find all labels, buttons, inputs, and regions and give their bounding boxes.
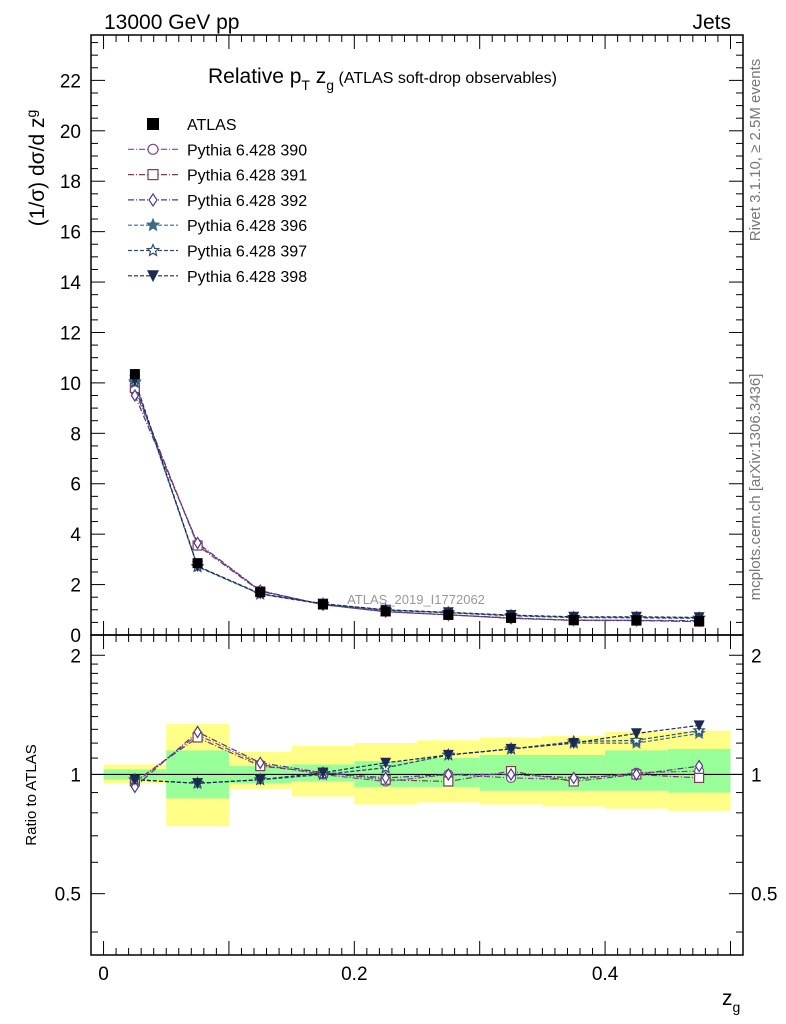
header-energy: 13000 GeV pp: [104, 11, 239, 34]
y-tick-label: 22: [60, 71, 81, 92]
legend-marker: [145, 217, 161, 232]
data-point: [443, 609, 454, 620]
series-point: [442, 749, 454, 761]
ratio-tick-label-right: 0.5: [751, 885, 777, 906]
y-tick-label: 10: [60, 374, 81, 395]
x-tick-label: 0.4: [592, 964, 619, 985]
data-point: [192, 558, 203, 569]
series-point: [256, 756, 265, 770]
series-point: [317, 767, 329, 779]
legend-marker: [147, 270, 159, 283]
series-point: [693, 720, 705, 732]
y-tick-label: 4: [70, 525, 81, 546]
data-point: [255, 587, 266, 598]
series-point: [505, 743, 517, 755]
legend-label-data: ATLAS: [187, 117, 237, 134]
series-point: [632, 767, 641, 782]
data-point: [129, 369, 140, 380]
series-point: [130, 388, 140, 403]
y-tick-label: 14: [60, 273, 82, 294]
ratio-tick-label-right: 1: [751, 765, 762, 786]
legend-marker: [145, 242, 161, 257]
series-line-main: [134, 395, 700, 622]
ratio-tick-label: 0.5: [55, 885, 81, 906]
series-point: [380, 757, 392, 769]
legend-label: Pythia 6.428 391: [187, 168, 307, 185]
data-point: [568, 614, 579, 625]
mc-series-lines: [134, 380, 700, 788]
legend-label: Pythia 6.428 396: [187, 218, 307, 235]
series-point: [129, 774, 141, 786]
ratio-tick-label: 1: [70, 765, 81, 786]
legend: ATLAS Pythia 6.428 390 Pythia 6.428 391 Pyt…: [128, 117, 307, 286]
header-category: Jets: [692, 11, 731, 34]
ratio-tick-label: 2: [70, 646, 81, 667]
series-point: [444, 767, 453, 782]
series-line-main: [134, 381, 700, 619]
x-axis-label: zg: [722, 987, 740, 1015]
series-point: [569, 771, 578, 785]
series-point: [694, 759, 704, 773]
chart-title: Relative pT zg (ATLAS soft-drop observab…: [208, 65, 557, 93]
series-line-main: [134, 390, 700, 623]
series-line-main: [134, 380, 700, 618]
series-line-main: [134, 387, 700, 623]
series-markers: [128, 369, 706, 794]
series-point: [630, 728, 642, 740]
y-axis-label: (1/σ) dσ/d zg: [23, 110, 49, 227]
series-line-main: [134, 382, 700, 620]
mcplots-reference-label: mcplots.cern.ch [arXiv:1306.3436]: [747, 374, 764, 601]
y-tick-label: 6: [70, 475, 81, 496]
y-tick-label: 12: [60, 323, 81, 344]
data-point: [380, 606, 391, 617]
ratio-y-axis-label: Ratio to ATLAS: [23, 744, 40, 845]
y-tick-label: 0: [70, 626, 81, 647]
y-tick-label: 16: [60, 223, 81, 244]
series-line-ratio: [134, 730, 700, 784]
legend-label: Pythia 6.428 397: [187, 244, 307, 261]
series-point: [506, 767, 516, 782]
series-point: [130, 780, 140, 794]
series-point: [193, 725, 202, 739]
y-tick-label: 18: [60, 172, 81, 193]
legend-marker: [147, 143, 159, 155]
data-point: [694, 616, 705, 627]
rivet-version-label: Rivet 3.1.10, ≥ 2.5M events: [747, 59, 764, 242]
legend-label: Pythia 6.428 398: [187, 269, 307, 286]
legend-label: Pythia 6.428 392: [187, 193, 307, 210]
data-point: [317, 599, 328, 610]
y-tick-label: 20: [60, 122, 81, 143]
series-point: [694, 772, 705, 784]
series-point: [381, 771, 390, 785]
legend-marker: [148, 192, 158, 207]
x-tick-label: 0.2: [341, 964, 367, 985]
analysis-watermark: ATLAS_2019_I1772062: [347, 592, 485, 607]
data-point: [631, 615, 642, 626]
series-line-ratio: [134, 731, 700, 788]
legend-marker: [147, 169, 159, 181]
series-point: [254, 774, 266, 786]
data-point: [506, 612, 517, 623]
series-point: [193, 536, 202, 550]
series-line-ratio: [134, 724, 700, 784]
y-tick-label: 2: [70, 576, 81, 597]
series-point: [192, 778, 204, 790]
y-tick-label: 8: [70, 424, 81, 445]
legend-label: Pythia 6.428 390: [187, 142, 307, 159]
series-point: [568, 738, 580, 749]
ratio-tick-label-right: 2: [751, 646, 762, 667]
legend-marker-data: [147, 118, 159, 130]
series-line-ratio: [134, 736, 700, 783]
x-tick-label: 0: [98, 964, 109, 985]
series-point: [629, 733, 644, 746]
